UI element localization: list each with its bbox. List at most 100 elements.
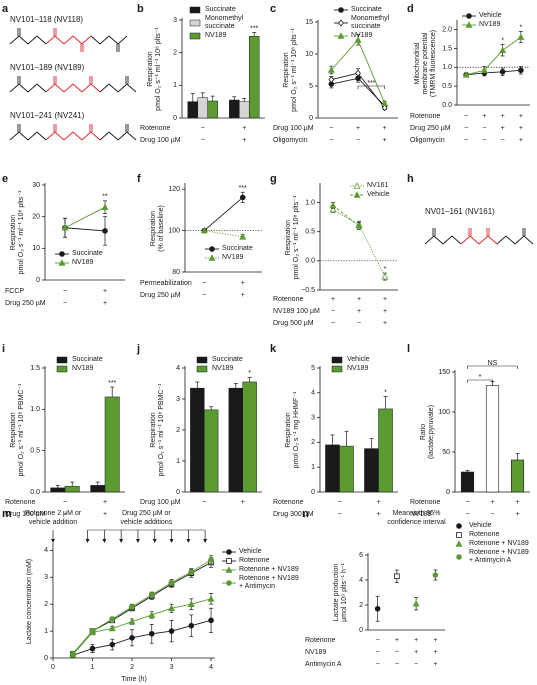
bond	[81, 131, 92, 141]
legend-marker	[331, 365, 343, 373]
panel-label: h	[407, 173, 414, 185]
legend-marker	[56, 365, 68, 373]
condition-mark: +	[242, 137, 246, 144]
legend-label: Vehicle	[367, 191, 390, 198]
significance: *	[384, 266, 387, 273]
legend-item: NV189	[195, 365, 255, 373]
annotation: Drug 250 µM or	[122, 510, 171, 517]
marker	[59, 251, 65, 257]
y-tick-label: 0.5	[442, 83, 452, 90]
legend-label: NV189	[347, 365, 369, 372]
bond	[126, 131, 137, 141]
condition-mark: −	[337, 511, 341, 518]
panel-label: f	[137, 173, 141, 185]
legend-marker	[189, 6, 201, 14]
condition-mark: −	[357, 320, 361, 327]
y-axis-label: Respiration	[10, 215, 17, 251]
condition-mark: +	[103, 499, 107, 506]
legend-marker	[196, 365, 208, 373]
legend-label: NV189	[205, 32, 227, 39]
condition-mark: +	[383, 125, 387, 132]
legend: Vehicle NV189	[462, 12, 522, 30]
condition-mark: −	[464, 113, 468, 120]
legend-item: Monomethyl succinate	[188, 15, 264, 31]
marker	[109, 641, 116, 648]
legend-label: Succinate	[205, 6, 236, 13]
bar	[197, 97, 208, 119]
legend-swatch	[205, 246, 219, 252]
marker	[327, 66, 335, 73]
condition-label: Rotenone	[410, 499, 440, 506]
y-tick-label: 1	[311, 464, 315, 471]
condition-label: Rotenone	[273, 296, 303, 303]
condition-mark: +	[519, 125, 523, 132]
marker	[108, 624, 116, 632]
marker	[69, 651, 76, 657]
legend-label: Rotenone	[469, 531, 500, 538]
y-tick-label: 0.0	[305, 258, 315, 265]
marker	[207, 595, 215, 602]
y-tick-label: 30	[32, 182, 40, 189]
marker	[188, 569, 195, 575]
y-axis-label: pmol O₂ s⁻¹ ml⁻¹ 10⁸ plts⁻¹	[155, 27, 162, 111]
bond	[54, 131, 65, 141]
legend-swatch	[456, 523, 462, 529]
condition-label: Drug 100 µM	[140, 137, 181, 144]
legend-label: Succinate	[222, 245, 253, 252]
bracket-label: *	[479, 374, 482, 381]
series-line	[72, 562, 212, 655]
arrow-head	[203, 539, 208, 543]
bond	[117, 83, 128, 93]
series-line	[64, 227, 106, 232]
condition-mark: +	[482, 113, 486, 120]
condition-label: Drug 500 µM	[273, 320, 314, 327]
condition-mark: +	[383, 137, 387, 144]
bond	[81, 83, 92, 93]
panel-label: j	[136, 343, 140, 355]
marker	[518, 67, 524, 74]
y-tick-label: 80	[172, 269, 180, 276]
marker	[338, 7, 344, 13]
y-tick-label: 0	[311, 489, 315, 496]
condition-mark: +	[515, 511, 519, 518]
series-line	[466, 69, 521, 76]
condition-label: Rotenone	[410, 113, 440, 120]
marker	[381, 104, 388, 112]
marker	[329, 201, 337, 209]
legend-item: Succinate	[334, 6, 398, 14]
condition-mark: +	[357, 308, 361, 315]
legend-label: Succinate	[72, 250, 103, 257]
bar	[187, 101, 199, 119]
marker	[101, 203, 109, 210]
y-axis-label: Respiration	[285, 220, 292, 256]
condition-mark: +	[383, 320, 387, 327]
y-tick-label: 0	[36, 277, 40, 284]
legend-label: Succinate	[212, 356, 243, 363]
legend-item: Vehicle	[462, 12, 522, 20]
y-tick-label: 4	[359, 577, 363, 584]
series-line	[466, 36, 522, 76]
marker	[109, 616, 116, 622]
marker	[148, 630, 155, 637]
condition-mark: −	[63, 499, 67, 506]
legend-label: Vehicle	[239, 548, 262, 555]
x-tick-label: 3	[170, 664, 174, 671]
condition-label: NV189	[305, 649, 327, 656]
bond	[108, 83, 119, 93]
condition-mark: −	[376, 649, 380, 656]
condition-mark: −	[464, 137, 468, 144]
y-axis-label: membrane potential	[422, 32, 429, 94]
condition-mark: +	[241, 499, 245, 506]
y-axis-label: Respiration	[150, 412, 157, 448]
condition-mark: −	[464, 125, 468, 132]
condition-mark: +	[241, 292, 245, 299]
legend-item: NV189	[334, 32, 398, 40]
legend-marker	[56, 356, 68, 364]
marker	[328, 76, 335, 84]
condition-mark: −	[465, 511, 469, 518]
condition-mark: +	[395, 637, 399, 644]
y-tick-label: 150	[438, 369, 450, 376]
bar	[90, 485, 106, 493]
